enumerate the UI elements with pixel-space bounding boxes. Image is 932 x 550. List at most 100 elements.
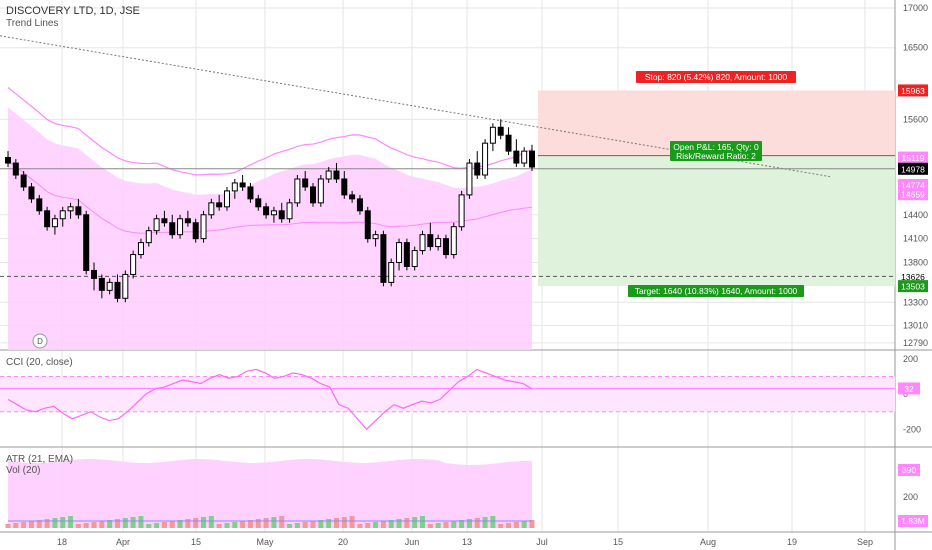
volume-bar	[83, 523, 89, 528]
candle	[396, 242, 403, 263]
candle	[310, 186, 317, 204]
price-badge-ma2: 14659	[901, 190, 925, 200]
x-tick-label: Sep	[857, 537, 873, 547]
y-tick-label: 13300	[903, 297, 928, 307]
candle	[12, 162, 19, 176]
volume-bar	[310, 521, 316, 528]
price-badge-ref-bg	[898, 270, 928, 283]
candle	[427, 234, 434, 248]
volume-bar	[380, 521, 386, 528]
volume-bar	[52, 518, 58, 528]
candle	[59, 210, 66, 220]
ma-line-upper	[7, 87, 533, 176]
price-badge-target-bg	[898, 280, 928, 293]
volume-bar	[294, 523, 300, 528]
candle	[263, 206, 270, 216]
x-tick-label: 15	[191, 537, 201, 547]
volume-bar	[36, 520, 42, 528]
x-tick-label: 15	[613, 537, 623, 547]
volume-bar	[357, 524, 363, 528]
candle	[208, 202, 215, 216]
candle	[356, 198, 363, 212]
candle	[239, 182, 246, 188]
volume-bar	[404, 518, 410, 528]
y-tick-label: 16500	[903, 43, 928, 53]
y-tick-label: 17000	[903, 3, 928, 13]
candle	[231, 182, 238, 192]
volume-bar	[373, 522, 379, 528]
candle	[278, 210, 285, 220]
volume-bar	[287, 524, 293, 528]
volume-bar	[482, 517, 488, 528]
candle	[294, 178, 301, 204]
candle	[122, 273, 129, 299]
dividend-marker-label: D	[37, 337, 43, 346]
candle	[161, 218, 168, 224]
y-tick-label: 14100	[903, 234, 928, 244]
price-badge-last: 14978	[901, 164, 925, 174]
chart-title: DISCOVERY LTD, 1D, JSE	[6, 5, 140, 17]
candle	[325, 170, 332, 180]
x-tick-label: 18	[57, 537, 67, 547]
atr-badge-bg	[898, 464, 920, 476]
price-badge-ma: 15119	[901, 153, 924, 163]
chart-subtitle: Trend Lines	[6, 18, 59, 29]
volume-bar	[506, 523, 512, 528]
volume-bar	[28, 521, 34, 528]
volume-bar	[224, 523, 230, 528]
candle	[51, 218, 58, 228]
atr-tick-label: 200	[903, 492, 918, 502]
price-badge-ma2-bg	[898, 188, 928, 201]
candle	[302, 178, 309, 188]
candle	[28, 186, 35, 200]
volume-bar	[122, 518, 128, 528]
volume-bar	[193, 518, 199, 528]
volume-bar	[388, 520, 394, 528]
candle	[192, 222, 199, 240]
y-tick-label: 15600	[903, 114, 928, 124]
vol-badge: 1.83M	[901, 516, 925, 526]
candle	[223, 190, 230, 208]
candle	[153, 218, 160, 232]
candle	[130, 254, 137, 275]
cci-line	[7, 368, 533, 431]
pnl-label-text-0: Open P&L: 165, Qty: 0	[673, 142, 759, 152]
volume-bar	[114, 519, 120, 528]
volume-bar	[365, 523, 371, 528]
x-tick-label: Jun	[405, 537, 420, 547]
price-badge-ma1: 14774	[901, 181, 925, 191]
volume-bar	[130, 517, 136, 528]
x-tick-label: 19	[787, 537, 797, 547]
candle	[333, 170, 340, 180]
candle	[521, 150, 528, 164]
volume-bar	[21, 522, 27, 528]
candle	[442, 238, 449, 256]
y-tick-label: 13800	[903, 258, 928, 268]
candle	[482, 142, 489, 176]
volume-bar	[13, 523, 19, 528]
cci-badge-bg	[898, 382, 920, 395]
volume-bar	[466, 519, 472, 528]
volume-bar	[216, 524, 222, 528]
cci-tick-label: -200	[903, 424, 921, 434]
candle	[169, 222, 176, 236]
volume-bar	[521, 521, 527, 528]
volume-bar	[396, 519, 402, 528]
candle	[466, 162, 473, 196]
volume-bar	[232, 522, 238, 528]
candle	[20, 174, 27, 188]
vol-label: Vol (20)	[6, 465, 41, 476]
volume-bar	[5, 524, 11, 528]
candle	[286, 202, 293, 220]
candle	[364, 210, 371, 240]
candle	[372, 234, 379, 240]
candle	[349, 194, 356, 200]
candle	[255, 198, 262, 208]
price-badge-target: 13503	[901, 282, 925, 292]
volume-bar	[529, 520, 535, 528]
volume-bar	[60, 517, 66, 528]
candle	[380, 234, 387, 283]
target-label-text-0: Target: 1640 (10.83%) 1640, Amount: 1000	[635, 286, 798, 296]
vol-badge-bg	[898, 515, 928, 527]
